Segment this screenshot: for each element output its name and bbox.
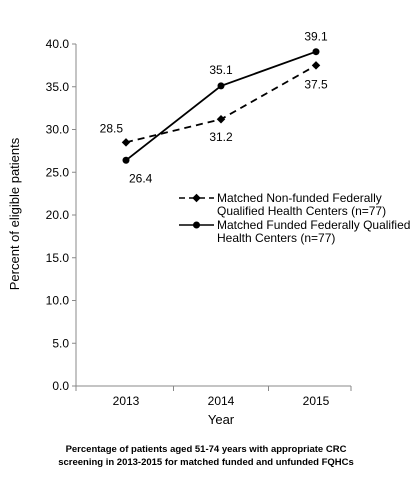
data-label-nonfunded: 28.5 (100, 121, 124, 135)
legend-circle-marker (193, 221, 200, 229)
data-point-nonfunded (216, 114, 226, 124)
data-point-funded (122, 156, 130, 164)
x-tick-label: 2015 (303, 394, 330, 408)
data-point-nonfunded (121, 138, 131, 147)
y-ticks: 0.0 5.0 10.0 15.0 20.0 25.0 30.0 35.0 40.0 (46, 37, 76, 393)
y-tick-label: 20.0 (46, 208, 70, 222)
data-label-funded: 35.1 (209, 63, 233, 77)
y-tick-label: 10.0 (46, 294, 70, 308)
data-label-nonfunded: 37.5 (304, 77, 328, 91)
y-tick-label: 40.0 (46, 37, 70, 51)
data-label-funded: 26.4 (129, 171, 153, 185)
x-axis-title: Year (208, 412, 235, 427)
series-layer: 28.5 31.2 37.5 26.4 35.1 39.1 (100, 30, 328, 186)
y-axis-title: Percent of eligible patients (7, 137, 22, 290)
y-tick-label: 30.0 (46, 123, 70, 137)
data-point-nonfunded (311, 61, 321, 70)
line-chart: 0.05.010.015.020.025.030.035.040.0 2013 2… (7, 30, 410, 427)
legend-funded-line2: Health Centers (n=77) (217, 231, 335, 245)
x-tick-label: 2013 (113, 394, 140, 408)
x-tick-label: 2014 (208, 394, 235, 408)
data-point-funded (312, 48, 320, 56)
y-tick-label: 25.0 (46, 165, 70, 179)
legend-funded-line1: Matched Funded Federally Qualified (217, 218, 410, 232)
caption-line-1: Percentage of patients aged 51-74 years … (65, 444, 347, 455)
x-ticks: 2013 2014 2015 (75, 386, 352, 408)
legend: Matched Non-funded Federally Qualified H… (179, 191, 410, 245)
y-tick-label: 15.0 (46, 251, 70, 265)
y-tick-label: 5.0 (52, 336, 69, 350)
data-label-funded: 39.1 (304, 30, 328, 44)
data-point-funded (217, 82, 225, 90)
series-funded: 26.4 35.1 39.1 (122, 30, 328, 185)
caption-line-2: screening in 2013-2015 for matched funde… (58, 457, 354, 468)
figure-caption: Percentage of patients aged 51-74 years … (0, 443, 412, 469)
legend-nonfunded-line1: Matched Non-funded Federally (217, 191, 382, 205)
legend-entry-nonfunded: Matched Non-funded Federally Qualified H… (179, 191, 386, 218)
y-tick-label: 0.0 (52, 379, 69, 393)
y-tick-label: 35.0 (46, 80, 70, 94)
legend-entry-funded: Matched Funded Federally Qualified Healt… (179, 218, 410, 245)
series-nonfunded: 28.5 31.2 37.5 (100, 61, 328, 147)
legend-nonfunded-line2: Qualified Health Centers (n=77) (217, 204, 386, 218)
legend-diamond-marker (192, 193, 201, 203)
data-label-nonfunded: 31.2 (209, 130, 233, 144)
